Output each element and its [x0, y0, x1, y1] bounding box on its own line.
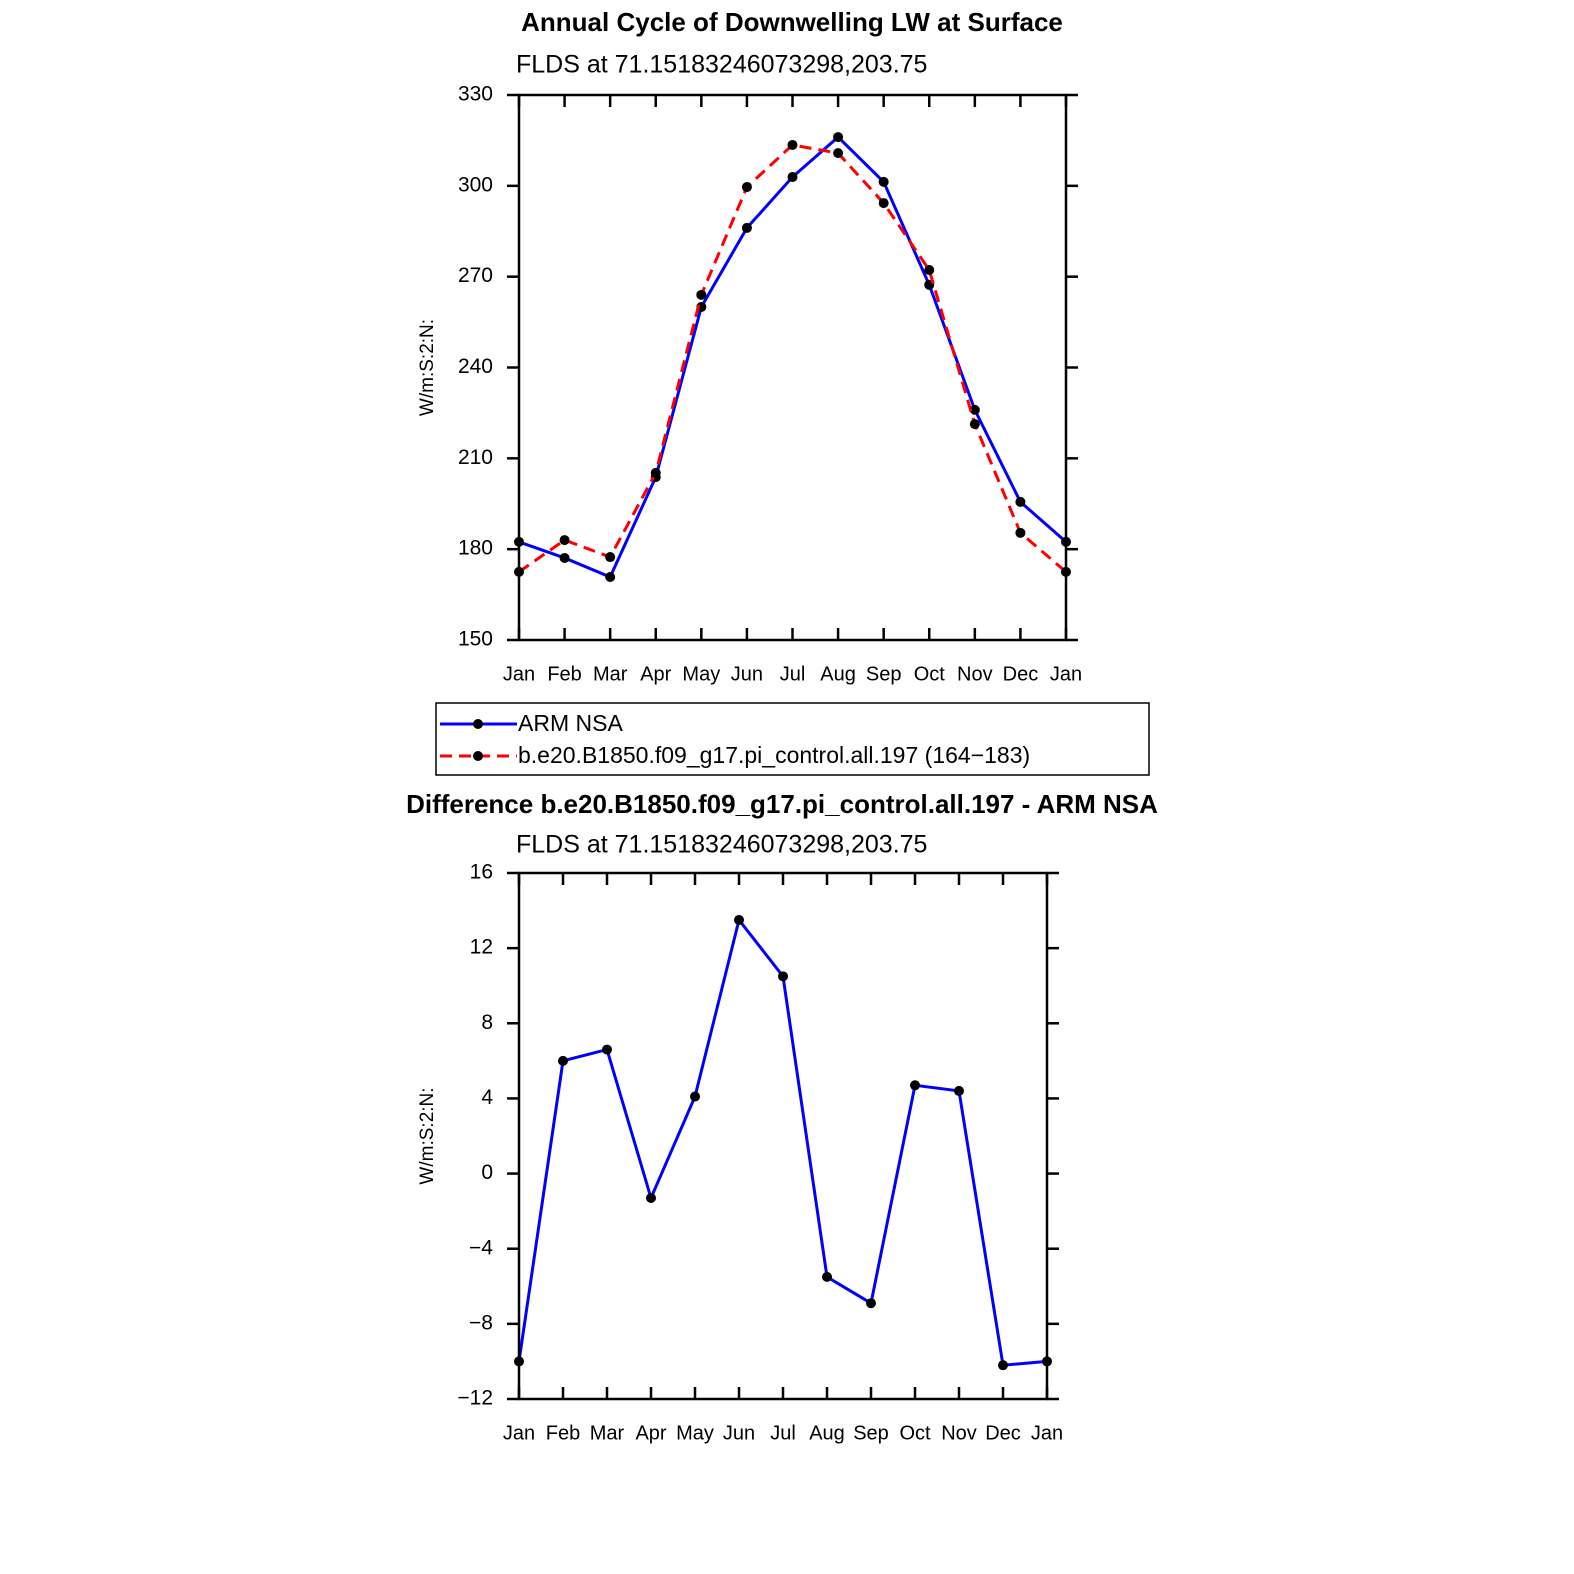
- legend-label: ARM NSA: [518, 710, 623, 736]
- x-tick-label: Apr: [640, 663, 671, 685]
- data-point: [646, 1192, 656, 1203]
- data-point: [741, 182, 752, 193]
- data-point: [954, 1085, 964, 1096]
- y-tick-label: 180: [458, 537, 493, 560]
- x-tick-label: Mar: [593, 663, 628, 685]
- data-point: [690, 1091, 700, 1102]
- y-tick-label: 300: [458, 173, 493, 196]
- x-tick-label: Jun: [731, 663, 763, 685]
- y-tick-label: 210: [458, 446, 493, 469]
- x-tick-label: Jan: [1031, 1422, 1063, 1444]
- data-point: [833, 132, 844, 143]
- x-tick-label: Aug: [809, 1422, 845, 1444]
- x-tick-label: Feb: [547, 663, 581, 685]
- x-tick-label: Jan: [503, 1422, 535, 1444]
- legend-marker: [473, 751, 483, 761]
- x-tick-label: Sep: [853, 1422, 889, 1444]
- y-tick-label: −8: [469, 1311, 493, 1334]
- data-point: [778, 971, 788, 982]
- y-tick-label: 0: [481, 1161, 493, 1184]
- data-point: [741, 222, 752, 233]
- y-axis-label: W/m:S:2:N:: [417, 319, 438, 416]
- data-point: [602, 1044, 612, 1055]
- x-tick-label: Dec: [1003, 663, 1039, 685]
- data-point: [734, 914, 744, 925]
- y-tick-label: 330: [458, 83, 493, 106]
- legend-marker: [473, 719, 483, 729]
- data-point: [696, 289, 707, 300]
- x-tick-label: Oct: [899, 1422, 931, 1444]
- data-point: [878, 198, 889, 209]
- data-point: [787, 172, 798, 183]
- data-point: [787, 139, 798, 150]
- plot-frame: [517, 93, 1068, 642]
- data-point: [650, 467, 661, 478]
- x-tick-label: Jan: [1050, 663, 1082, 685]
- x-tick-label: Aug: [820, 663, 856, 685]
- series-line: [518, 135, 1067, 579]
- x-tick-label: Sep: [866, 663, 902, 685]
- data-point: [878, 176, 889, 187]
- y-tick-label: 12: [470, 936, 493, 959]
- x-tick-label: Jul: [780, 663, 806, 685]
- data-point: [559, 535, 570, 546]
- x-tick-label: Nov: [941, 1422, 977, 1444]
- series-line: [518, 143, 1067, 574]
- legend-box: [435, 702, 1150, 776]
- x-tick-label: Jul: [770, 1422, 796, 1444]
- x-tick-label: Apr: [635, 1422, 666, 1444]
- data-point: [998, 1360, 1008, 1371]
- data-point: [969, 419, 980, 430]
- y-tick-label: 16: [470, 861, 493, 884]
- data-point: [1015, 496, 1026, 507]
- data-point: [969, 404, 980, 415]
- data-point: [866, 1298, 876, 1309]
- y-tick-label: 150: [458, 628, 493, 651]
- x-tick-label: Feb: [546, 1422, 580, 1444]
- chart-title: Difference b.e20.B1850.f09_g17.pi_contro…: [406, 789, 1158, 819]
- x-tick-label: Dec: [985, 1422, 1021, 1444]
- y-tick-label: 8: [481, 1011, 493, 1034]
- x-tick-label: May: [676, 1422, 714, 1444]
- y-tick-label: 270: [458, 264, 493, 287]
- y-tick-label: 240: [458, 355, 493, 378]
- data-point: [559, 552, 570, 563]
- data-point: [558, 1055, 568, 1066]
- y-tick-label: −4: [469, 1236, 493, 1259]
- data-point: [605, 552, 616, 563]
- x-tick-label: Oct: [914, 663, 946, 685]
- series-line: [517, 916, 1048, 1367]
- x-tick-label: Jan: [503, 663, 535, 685]
- x-tick-label: Nov: [957, 663, 993, 685]
- data-point: [1015, 527, 1026, 538]
- chart-subtitle: FLDS at 71.15183246073298,203.75: [516, 831, 927, 859]
- legend-label: b.e20.B1850.f09_g17.pi_control.all.197 (…: [518, 742, 1030, 768]
- plot-frame: [517, 871, 1049, 1401]
- data-point: [924, 265, 935, 276]
- x-tick-label: Jun: [723, 1422, 755, 1444]
- y-tick-label: −12: [457, 1387, 493, 1410]
- chart-title: Annual Cycle of Downwelling LW at Surfac…: [521, 7, 1063, 37]
- x-tick-label: Mar: [590, 1422, 625, 1444]
- data-point: [833, 148, 844, 159]
- data-point: [822, 1271, 832, 1282]
- data-point: [605, 572, 616, 583]
- x-tick-label: May: [682, 663, 720, 685]
- data-point: [910, 1080, 920, 1091]
- chart-subtitle: FLDS at 71.15183246073298,203.75: [516, 51, 927, 79]
- y-axis-label: W/m:S:2:N:: [417, 1087, 438, 1184]
- y-tick-label: 4: [481, 1086, 493, 1109]
